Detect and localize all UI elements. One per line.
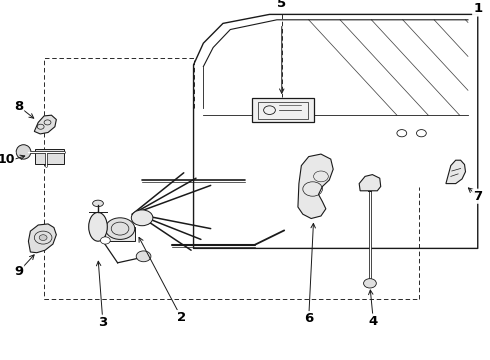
Text: 5: 5 — [277, 0, 286, 10]
Text: 6: 6 — [304, 312, 313, 325]
Ellipse shape — [93, 200, 103, 207]
Circle shape — [105, 218, 135, 239]
Circle shape — [364, 279, 376, 288]
Circle shape — [136, 251, 151, 262]
Polygon shape — [34, 115, 56, 134]
Text: 8: 8 — [14, 100, 23, 113]
Text: 4: 4 — [369, 315, 378, 328]
Circle shape — [100, 237, 110, 244]
Polygon shape — [298, 154, 333, 219]
Circle shape — [39, 235, 47, 240]
Text: 2: 2 — [177, 311, 186, 324]
Ellipse shape — [16, 145, 31, 159]
FancyBboxPatch shape — [35, 149, 64, 164]
Circle shape — [131, 210, 153, 226]
Polygon shape — [28, 224, 56, 253]
Text: 9: 9 — [14, 265, 23, 278]
FancyBboxPatch shape — [105, 227, 135, 241]
Polygon shape — [446, 160, 466, 184]
Text: 7: 7 — [473, 190, 482, 203]
Text: 10: 10 — [0, 153, 15, 166]
Polygon shape — [359, 175, 381, 191]
Text: 1: 1 — [473, 3, 482, 15]
Ellipse shape — [89, 212, 107, 241]
FancyBboxPatch shape — [252, 98, 314, 122]
Text: 3: 3 — [98, 316, 107, 329]
